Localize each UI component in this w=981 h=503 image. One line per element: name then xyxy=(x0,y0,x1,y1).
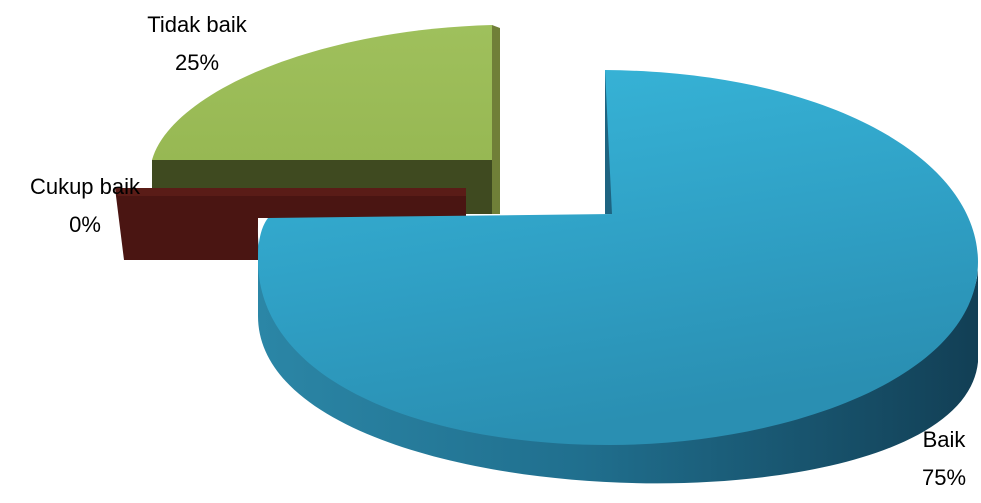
label-tidak-baik-value: 25% xyxy=(175,50,219,75)
label-baik-value: 75% xyxy=(922,465,966,490)
label-cukup-baik-name: Cukup baik xyxy=(30,174,141,199)
pie-slice-tidak-baik xyxy=(152,25,500,214)
label-baik-name: Baik xyxy=(923,427,967,452)
pie-slice-baik xyxy=(257,70,979,484)
pie-slice-cukup-baik xyxy=(115,188,466,260)
label-tidak-baik-name: Tidak baik xyxy=(147,12,247,37)
label-cukup-baik-value: 0% xyxy=(69,212,101,237)
